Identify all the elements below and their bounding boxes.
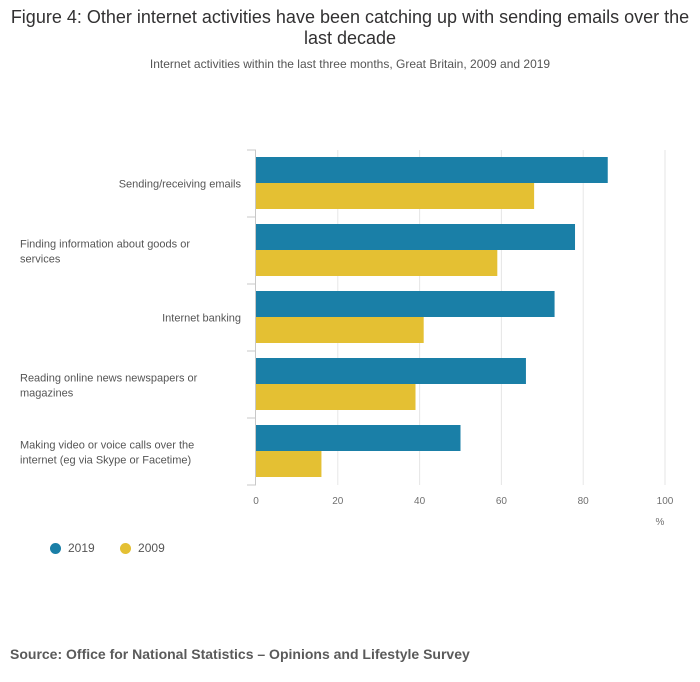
bar-2009-3 [256, 384, 416, 410]
x-tick-label-1: 20 [332, 496, 344, 507]
legend-label-2019: 2019 [68, 541, 95, 555]
chart-subtitle: Internet activities within the last thre… [149, 57, 551, 71]
category-label-3-line-0: Reading online news newspapers or [20, 373, 198, 385]
x-tick-label-3: 60 [496, 496, 508, 507]
bar-2019-2 [256, 291, 555, 317]
category-label-1-line-0: Finding information about goods or [20, 239, 190, 251]
category-label-2: Internet banking [162, 313, 241, 325]
legend-swatch-2019 [50, 542, 61, 554]
bar-chart: Sending/receiving emails Finding informat… [20, 149, 674, 528]
bar-2019-1 [256, 224, 576, 250]
x-tick-label-4: 80 [578, 496, 590, 507]
bar-2009-1 [256, 250, 498, 276]
x-tick-label-2: 40 [414, 496, 426, 507]
bar-2019-0 [256, 157, 608, 183]
category-label-3: Reading online news newspapers or magazin… [20, 373, 198, 400]
category-label-4-line-1: internet (eg via Skype or Facetime) [20, 455, 191, 467]
chart-legend: 2019 2009 [50, 541, 187, 557]
source-note: Source: Office for National Statistics –… [10, 646, 470, 662]
bar-2009-0 [256, 183, 535, 209]
bar-2019-3 [256, 358, 526, 384]
bar-2009-2 [256, 317, 424, 343]
category-label-0: Sending/receiving emails [119, 179, 242, 191]
legend-item-2009[interactable]: 2009 [120, 541, 165, 555]
x-tick-label-0: 0 [253, 496, 259, 507]
legend-swatch-2009 [120, 542, 132, 554]
bar-2019-4 [256, 425, 461, 451]
legend-item-2019[interactable]: 2019 [50, 541, 95, 555]
chart-title: Figure 4: Other internet activities have… [10, 7, 690, 48]
bar-2009-4 [256, 451, 322, 477]
category-label-4: Making video or voice calls over the inte… [20, 440, 194, 467]
category-label-1: Finding information about goods or servic… [20, 239, 190, 266]
category-label-3-line-1: magazines [20, 388, 74, 400]
category-label-4-line-0: Making video or voice calls over the [20, 440, 194, 452]
legend-label-2009: 2009 [138, 541, 165, 555]
category-label-1-line-1: services [20, 254, 61, 266]
x-tick-label-5: 100 [657, 496, 674, 507]
x-axis-label: % [656, 517, 665, 528]
